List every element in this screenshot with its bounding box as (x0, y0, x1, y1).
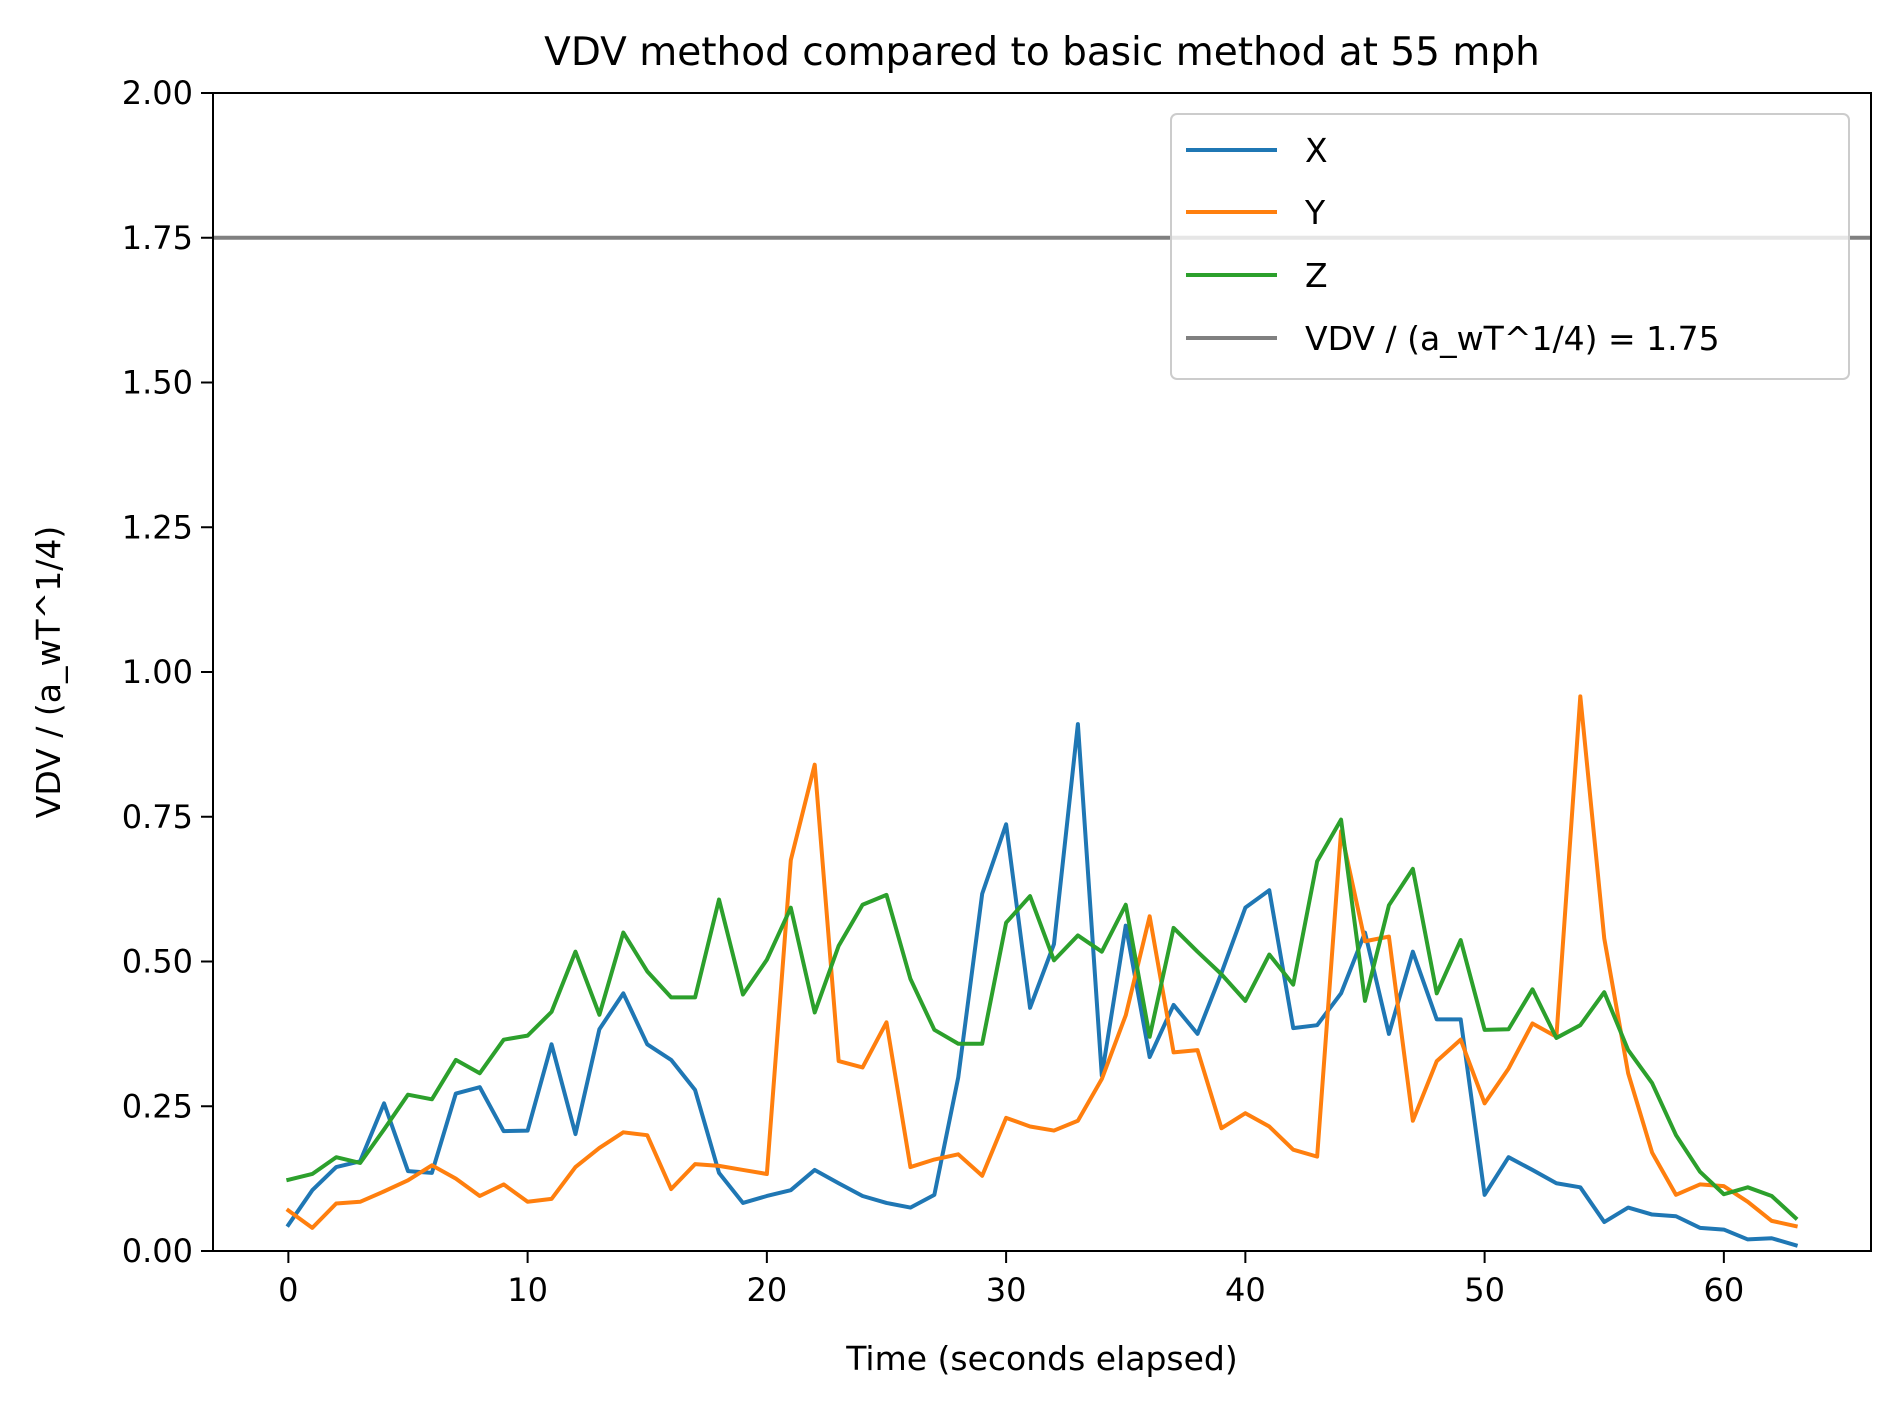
legend: X Y Z VDV / (a_wT^1/4) = 1.75 (1170, 113, 1850, 380)
series-line-z (285, 817, 1799, 1221)
legend-label-x: X (1305, 131, 1328, 170)
x-tick-label: 50 (1464, 1271, 1505, 1309)
x-tick-label: 60 (1704, 1271, 1745, 1309)
x-tick-label: 30 (986, 1271, 1027, 1309)
legend-label-z: Z (1305, 256, 1328, 295)
y-axis-label: VDV / (a_wT^1/4) (29, 526, 68, 818)
series-line-x (285, 722, 1799, 1248)
y-tick-label: 1.25 (122, 508, 193, 546)
y-tick-label: 2.00 (122, 74, 193, 112)
y-tick-label: 0.00 (122, 1232, 193, 1270)
x-tick-label: 0 (278, 1271, 298, 1309)
y-axis: 0.00 0.25 0.50 0.75 1.00 1.25 1.50 1.75 2.00 (122, 74, 213, 1270)
y-tick-label: 0.75 (122, 798, 193, 836)
x-tick-label: 20 (747, 1271, 788, 1309)
x-axis-label: Time (seconds elapsed) (845, 1339, 1237, 1378)
y-tick-label: 1.00 (122, 653, 193, 691)
x-tick-label: 40 (1225, 1271, 1266, 1309)
chart-title: VDV method compared to basic method at 5… (544, 30, 1540, 75)
y-tick-label: 1.75 (122, 219, 193, 257)
x-tick-label: 10 (507, 1271, 548, 1309)
y-tick-label: 0.50 (122, 943, 193, 981)
x-axis: 0 10 20 30 40 50 60 (278, 1251, 1744, 1309)
y-tick-label: 0.25 (122, 1087, 193, 1125)
series-line-y (285, 694, 1799, 1230)
y-tick-label: 1.50 (122, 364, 193, 402)
legend-label-reference: VDV / (a_wT^1/4) = 1.75 (1305, 319, 1720, 358)
legend-label-y: Y (1304, 193, 1326, 232)
legend-box (1170, 113, 1850, 380)
